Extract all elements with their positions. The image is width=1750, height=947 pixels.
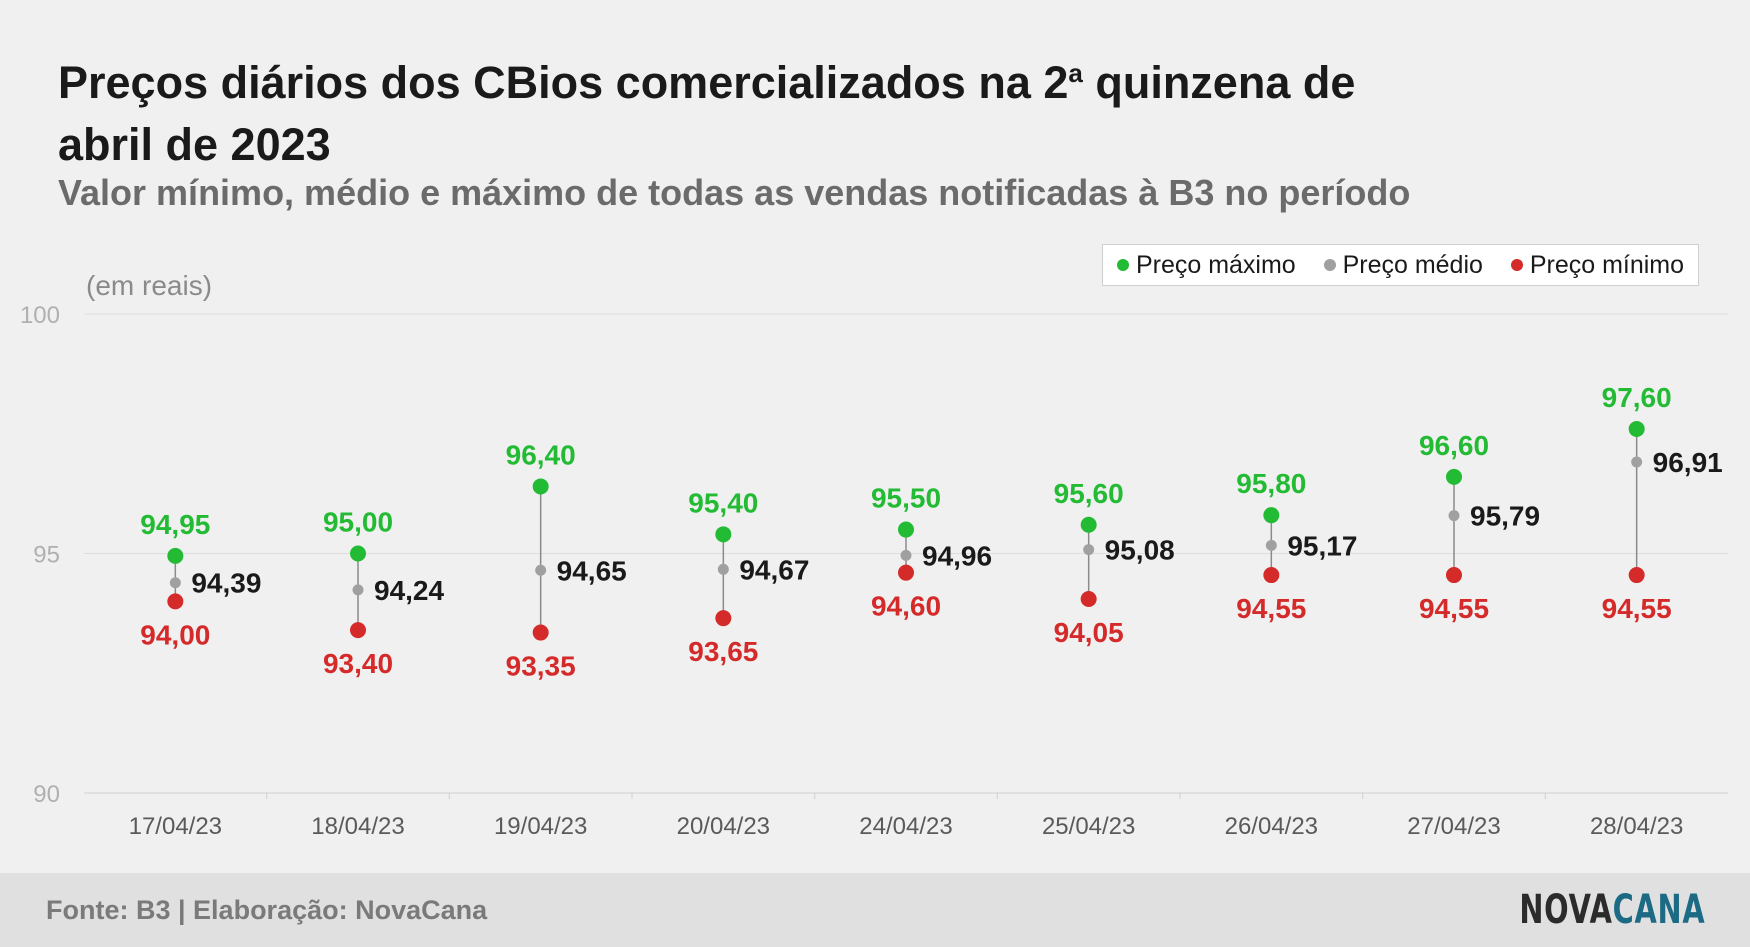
min-point: [167, 593, 184, 610]
max-point: [532, 478, 549, 495]
avg-value-label: 95,79: [1470, 501, 1540, 532]
legend-dot-min: [1510, 259, 1523, 271]
max-value-label: 96,60: [1419, 430, 1489, 461]
min-point: [1628, 567, 1645, 584]
max-point: [1628, 420, 1645, 437]
max-value-label: 95,60: [1054, 478, 1124, 509]
x-tick-label: 26/04/23: [1225, 813, 1318, 840]
y-unit-label: (em reais): [86, 270, 213, 301]
plot-area: 90 95 100 17/04/23 94,95 94,39 94,00 18/04/23 95…: [20, 302, 1728, 840]
legend-label-max: Preço máximo: [1135, 250, 1296, 279]
max-value-label: 96,40: [506, 439, 576, 470]
avg-value-label: 94,24: [374, 575, 444, 606]
avg-value-label: 94,65: [557, 555, 627, 586]
legend-dot-avg: [1323, 259, 1336, 271]
x-tick-label: 25/04/23: [1042, 813, 1135, 840]
max-value-label: 95,00: [323, 507, 393, 538]
avg-point: [1448, 510, 1460, 522]
max-point: [1446, 468, 1462, 485]
avg-point: [1265, 539, 1277, 551]
min-value-label: 94,55: [1236, 593, 1306, 624]
max-point: [715, 526, 732, 543]
min-value-label: 94,05: [1054, 617, 1124, 648]
y-tick-label: 100: [20, 302, 60, 329]
x-tick-label: 17/04/23: [129, 813, 222, 840]
avg-value-label: 95,08: [1105, 535, 1175, 566]
min-point: [1263, 567, 1280, 584]
x-tick-label: 28/04/23: [1590, 813, 1683, 840]
x-tick-label: 27/04/23: [1407, 813, 1500, 840]
legend-item-max: Preço máximo: [1116, 250, 1296, 280]
max-value-label: 95,80: [1236, 468, 1306, 499]
avg-value-label: 96,91: [1653, 447, 1723, 478]
max-point: [350, 545, 366, 562]
x-tick-label: 18/04/23: [311, 813, 404, 840]
y-tick-label: 90: [33, 781, 60, 808]
y-tick-label: 95: [33, 542, 60, 569]
source-note: Fonte: B3 | Elaboração: NovaCana: [46, 895, 488, 925]
avg-point: [1083, 544, 1095, 556]
min-value-label: 94,55: [1602, 593, 1672, 624]
max-value-label: 95,40: [688, 487, 758, 518]
min-value-label: 94,55: [1419, 593, 1489, 624]
avg-point: [900, 549, 912, 561]
x-tick-label: 24/04/23: [859, 813, 952, 840]
chart-title: Preços diários dos CBios comercializados…: [58, 57, 1356, 170]
max-point: [1263, 507, 1280, 524]
min-value-label: 93,35: [506, 651, 576, 682]
novacana-logo: NOVACANA: [1518, 887, 1705, 933]
avg-point: [352, 584, 364, 596]
legend-item-min: Preço mínimo: [1510, 250, 1685, 280]
max-value-label: 94,95: [140, 509, 210, 540]
legend-item-avg: Preço médio: [1323, 250, 1483, 280]
min-value-label: 93,65: [688, 636, 758, 667]
min-point: [350, 622, 366, 639]
chart-subtitle: Valor mínimo, médio e máximo de todas as…: [58, 172, 1411, 213]
avg-point: [169, 577, 181, 589]
avg-point: [535, 564, 547, 576]
avg-value-label: 94,96: [922, 540, 992, 571]
max-value-label: 97,60: [1602, 382, 1672, 413]
x-tick-label: 20/04/23: [677, 813, 770, 840]
avg-value-label: 94,67: [739, 554, 809, 585]
avg-value-label: 94,39: [191, 568, 261, 599]
legend-label-avg: Preço médio: [1342, 250, 1483, 279]
min-point: [1080, 591, 1097, 608]
min-value-label: 94,00: [140, 619, 210, 650]
min-point: [532, 624, 549, 641]
legend: Preço máximo Preço médio Preço mínimo: [1102, 244, 1699, 286]
max-point: [898, 521, 914, 538]
min-point: [715, 610, 732, 627]
max-point: [1080, 516, 1097, 533]
max-value-label: 95,50: [871, 483, 941, 514]
avg-value-label: 95,17: [1287, 530, 1357, 561]
min-value-label: 94,60: [871, 591, 941, 622]
legend-dot-max: [1116, 259, 1129, 271]
min-point: [1446, 567, 1462, 584]
footer: Fonte: B3 | Elaboração: NovaCana NOVACAN…: [0, 873, 1750, 947]
legend-label-min: Preço mínimo: [1529, 250, 1685, 279]
min-point: [898, 564, 914, 581]
min-value-label: 93,40: [323, 648, 393, 679]
x-tick-label: 19/04/23: [494, 813, 587, 840]
avg-point: [717, 563, 729, 575]
avg-point: [1631, 456, 1643, 468]
max-point: [167, 547, 184, 564]
